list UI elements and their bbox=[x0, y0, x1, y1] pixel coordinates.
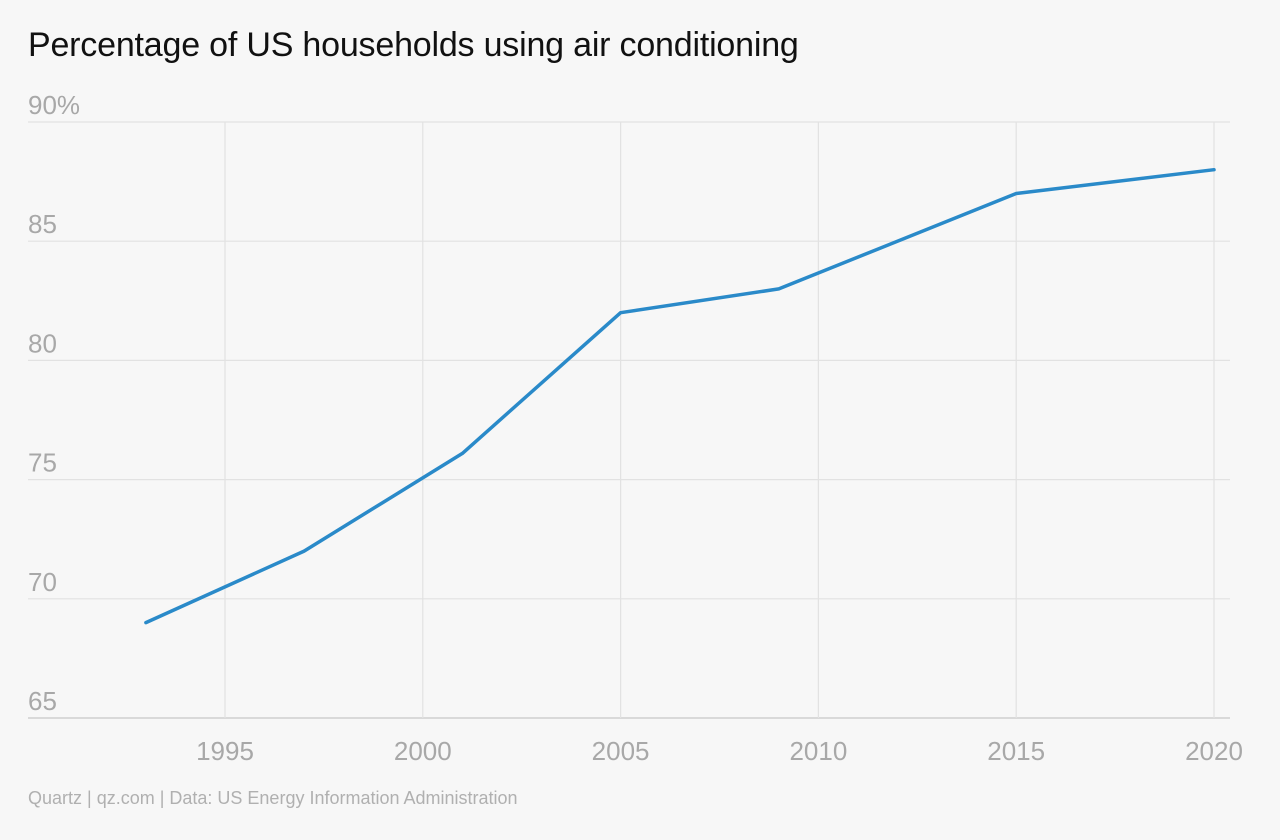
x-tick-label: 2010 bbox=[789, 736, 847, 766]
x-tick-label: 2005 bbox=[592, 736, 650, 766]
series-line bbox=[144, 167, 1216, 625]
x-tick-label: 1995 bbox=[196, 736, 254, 766]
data-point bbox=[460, 451, 464, 455]
series-layer bbox=[144, 167, 1216, 625]
y-tick-label: 85 bbox=[28, 209, 57, 239]
y-tick-label: 65 bbox=[28, 686, 57, 716]
y-tick-label: 75 bbox=[28, 448, 57, 478]
y-tick-label: 70 bbox=[28, 567, 57, 597]
y-tick-label: 80 bbox=[28, 328, 57, 358]
chart-title: Percentage of US households using air co… bbox=[28, 26, 799, 64]
data-point bbox=[302, 549, 306, 553]
data-point bbox=[1212, 168, 1216, 172]
y-tick-label: 90% bbox=[28, 90, 80, 120]
y-axis-tick-labels: 65 70 75 80 85 90% bbox=[28, 90, 80, 716]
data-point bbox=[144, 621, 148, 625]
grid-layer bbox=[28, 121, 1230, 719]
data-point bbox=[1014, 192, 1018, 196]
x-axis-tick-labels: 1995 2000 2005 2010 2015 2020 bbox=[196, 736, 1243, 766]
data-point bbox=[777, 287, 781, 291]
data-point bbox=[619, 311, 623, 315]
source-note: Quartz | qz.com | Data: US Energy Inform… bbox=[28, 788, 518, 808]
x-tick-label: 2015 bbox=[987, 736, 1045, 766]
x-tick-label: 2000 bbox=[394, 736, 452, 766]
x-tick-label: 2020 bbox=[1185, 736, 1243, 766]
